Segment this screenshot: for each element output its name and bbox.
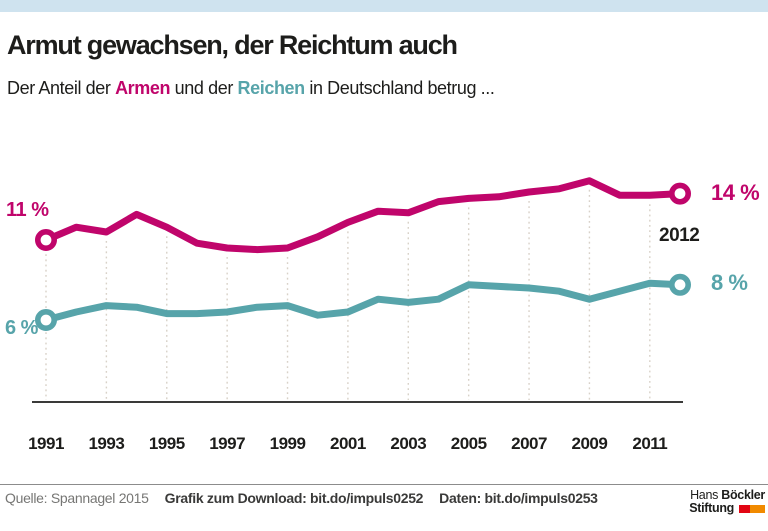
data-link-text: Daten: bit.do/impuls0253: [439, 490, 598, 506]
x-tick-label-2005: 2005: [451, 434, 487, 453]
series-line-reichen: [45, 279, 681, 324]
logo-stiftung-text: Stiftung: [689, 501, 734, 515]
logo-boeckler-text: Böckler: [721, 488, 765, 502]
subtitle-poor-word: Armen: [115, 78, 171, 98]
x-tick-label-2007: 2007: [511, 434, 547, 453]
series-line-armen: [44, 177, 681, 254]
source-text: Quelle: Spannagel 2015: [5, 490, 149, 506]
x-tick-label-2003: 2003: [390, 434, 426, 453]
wealth-start-value-label: 6 %: [5, 317, 38, 339]
logo-orange-square: [750, 505, 765, 513]
chart-subtitle: Der Anteil der Armen und der Reichen in …: [7, 78, 495, 99]
x-tick-label-1999: 1999: [270, 434, 306, 453]
footer: Quelle: Spannagel 2015 Grafik zum Downlo…: [5, 490, 598, 506]
x-tick-label-2011: 2011: [632, 434, 667, 453]
logo-hans-text: Hans: [690, 488, 722, 502]
top-accent-bar: [0, 0, 768, 12]
marker-reichen-2012: [668, 273, 691, 296]
footer-divider: [0, 484, 768, 485]
logo-line-1: Hans Böckler: [689, 489, 765, 502]
poverty-start-value-label: 11 %: [6, 199, 49, 221]
hans-boeckler-stiftung-logo: Hans Böckler Stiftung: [689, 489, 765, 515]
page-title: Armut gewachsen, der Reichtum auch: [7, 30, 458, 60]
subtitle-text: Der Anteil der: [7, 78, 116, 98]
logo-line-2: Stiftung: [689, 502, 765, 515]
end-year-label: 2012: [659, 225, 700, 246]
poverty-end-value-label: 14 %: [711, 180, 760, 205]
x-tick-label-1991: 1991: [28, 434, 64, 453]
subtitle-rich-word: Reichen: [237, 78, 306, 98]
marker-armen-2012: [668, 182, 691, 205]
x-tick-label-1993: 1993: [88, 434, 124, 453]
x-tick-label-1995: 1995: [149, 434, 185, 453]
x-tick-label-1997: 1997: [209, 434, 245, 453]
x-tick-label-2009: 2009: [572, 434, 608, 453]
marker-armen-1991: [34, 229, 57, 252]
wealth-end-value-label: 8 %: [711, 270, 748, 295]
subtitle-text: in Deutschland betrug ...: [304, 78, 495, 98]
download-link-text: Grafik zum Download: bit.do/impuls0252: [164, 490, 424, 506]
subtitle-text: und der: [170, 78, 238, 98]
marker-reichen-1991: [34, 308, 57, 331]
x-tick-label-2001: 2001: [330, 434, 366, 453]
logo-red-square: [739, 505, 750, 513]
